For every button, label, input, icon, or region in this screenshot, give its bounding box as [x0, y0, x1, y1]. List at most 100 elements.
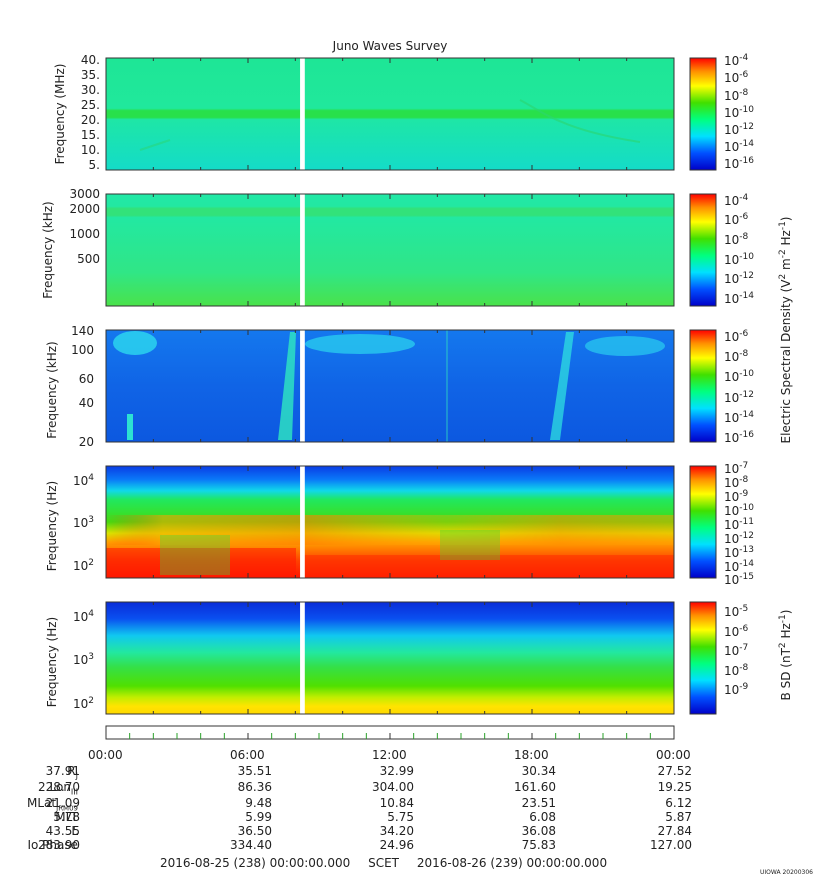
- ytick-label: 35.: [81, 68, 100, 82]
- ytick-label: 30.: [81, 83, 100, 97]
- cbar-tick-exp: -6: [739, 329, 748, 339]
- cbar-tick-label: 10-13: [724, 545, 754, 560]
- cbar-tick-label: 10-8: [724, 475, 749, 490]
- eph-value: 35.51: [237, 764, 272, 778]
- eph-value: 86.36: [237, 780, 272, 794]
- panel-5-cbar-ticks: 10-5 10-6 10-7 10-8 10-9 10 .: [724, 604, 749, 697]
- cbar-tick-exp: -14: [739, 410, 754, 420]
- cbar-tick-label: 10-10: [724, 252, 754, 267]
- data-gap-layer: [300, 58, 305, 714]
- panel-4-dip: [160, 535, 230, 575]
- cbar-tick-exp: -14: [739, 559, 754, 569]
- panel-1-ylabel: Frequency (MHz): [53, 64, 67, 165]
- cbar-tick-label: 10-14: [724, 410, 754, 425]
- eph-value: 10.84: [379, 796, 414, 810]
- unit-part: Hz: [779, 230, 793, 249]
- cbar-tick-label: 10-10: [724, 369, 754, 384]
- panel-5-xticks: [105, 602, 675, 714]
- cbar-tick-label: 10-11: [724, 517, 754, 532]
- panel-1-colorbar: [689, 57, 717, 171]
- cbar-tick-exp: -8: [739, 663, 748, 673]
- cbar-tick-label: 10-6: [724, 70, 749, 85]
- ytick-label: 103: [73, 652, 94, 667]
- cbar-tick-exp: -13: [739, 545, 754, 555]
- panel-2-yticks: 3000 2000 1000 500: [69, 187, 100, 266]
- panel-3-colorbar: [689, 329, 717, 443]
- cbar-tick-exp: -7: [739, 643, 748, 653]
- credit: UIOWA 20200306: [760, 869, 813, 876]
- cbar-tick-label: 10-16: [724, 430, 754, 445]
- cbar-tick-exp: -10: [739, 369, 754, 379]
- panel-4-colorbar: [689, 465, 717, 579]
- ytick-label: 500: [77, 252, 100, 266]
- time-label: 06:00: [230, 748, 265, 762]
- cbar-tick-exp: -9: [739, 489, 748, 499]
- cbar-tick-label: 10-6: [724, 624, 749, 639]
- panel-2-ylabel: Frequency (kHz): [41, 201, 55, 298]
- cbar-tick-exp: -14: [739, 139, 754, 149]
- footer-axis: SCET: [368, 856, 399, 870]
- panel-2-spectrogram: [106, 194, 674, 306]
- cbar-tick-label: 10-9: [724, 489, 749, 504]
- panel-1-emission: [139, 139, 171, 151]
- footer-start: 2016-08-25 (238) 00:00:00.000: [160, 856, 351, 870]
- footer-end: 2016-08-26 (239) 00:00:00.000: [416, 856, 608, 870]
- ytick-label: 40: [79, 396, 94, 410]
- panel-2-cbar-ticks: 10-4 10-6 10-8 10-10 10-12 10-14: [724, 193, 754, 306]
- cbar-tick-exp: -10: [739, 252, 754, 262]
- cbar-tick-exp: -9: [739, 682, 748, 692]
- unit-exp: -2: [778, 249, 788, 258]
- cbar-tick-label: 10-8: [724, 349, 749, 364]
- cbar-tick-label: 10-16: [724, 156, 754, 171]
- cbar-tick-exp: -16: [739, 430, 754, 440]
- time-label: 12:00: [372, 748, 407, 762]
- ytick-exp: 2: [88, 558, 94, 568]
- time-axis: [105, 725, 675, 740]
- cbar-tick-label: 10-12: [724, 531, 754, 546]
- ytick-label: 104: [73, 473, 94, 488]
- panel-4-cbar-ticks: 10-7 10-8 10-9 10-10 10-11 10-12 10-13 1…: [724, 461, 754, 587]
- eph-value: 161.60: [514, 780, 556, 794]
- panel-4-band: [106, 515, 674, 545]
- panel-3-xticks: [105, 330, 675, 442]
- cbar-tick-label: 10-12: [724, 271, 754, 286]
- cbar-tick-exp: -8: [739, 88, 748, 98]
- cbar-tick-exp: -5: [739, 604, 748, 614]
- cbar-tick-exp: -11: [739, 517, 754, 527]
- eph-value: 6.12: [665, 796, 692, 810]
- ytick-label: 140: [71, 324, 94, 338]
- ytick-label: 20.: [81, 113, 100, 127]
- data-gap: [300, 58, 305, 170]
- time-label: 00:00: [88, 748, 123, 762]
- eph-value: 24.96: [379, 838, 414, 852]
- eph-value: 32.99: [379, 764, 414, 778]
- ytick-label: 104: [73, 609, 94, 624]
- ytick-label: 100: [71, 343, 94, 357]
- panel-4-low-band: [106, 548, 296, 578]
- eph-value: 27.52: [657, 764, 692, 778]
- cbar-tick-exp: -15: [739, 572, 754, 582]
- cbar-tick-exp: -12: [739, 122, 754, 132]
- data-gap: [300, 466, 305, 578]
- ytick-label: 102: [73, 696, 94, 711]
- cbar-tick-exp: -8: [739, 349, 748, 359]
- time-label: 00:00: [656, 748, 691, 762]
- eph-value: 36.08: [521, 824, 556, 838]
- eph-value: 5.87: [665, 810, 692, 824]
- panel-4-dip: [440, 530, 500, 560]
- cbar-tick-exp: -14: [739, 291, 754, 301]
- ytick-label: 103: [73, 515, 94, 530]
- cbar-tick-exp: -4: [739, 53, 748, 63]
- time-axis-ticks: [105, 733, 675, 739]
- panel-4: 104 103 102 Frequency (Hz) 10-7 10-8 10-…: [45, 461, 754, 587]
- data-gap: [300, 602, 305, 714]
- eph-value: 283.90: [38, 838, 80, 852]
- eph-value: 127.00: [650, 838, 692, 852]
- cbar-tick-label: 10-10: [724, 105, 754, 120]
- cbar-tick-exp: -12: [739, 271, 754, 281]
- eph-value: 27.84: [657, 824, 692, 838]
- eph-value: 43.55: [45, 824, 80, 838]
- panel-2-colorbar: [689, 193, 717, 307]
- eph-label-mlat: MLatJRM09: [27, 796, 78, 813]
